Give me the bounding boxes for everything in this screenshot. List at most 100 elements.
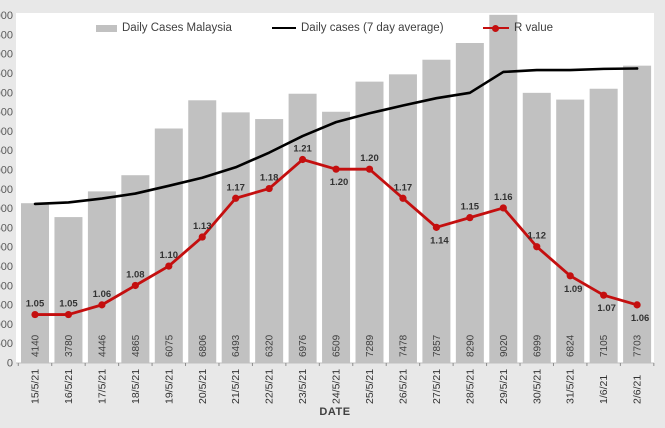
r-value-label: 1.15 (461, 202, 480, 213)
bar-value-label: 7289 (365, 334, 376, 357)
bar-value-label: 6320 (265, 334, 276, 357)
bar-value-label: 6824 (566, 334, 577, 357)
bar-daily-cases (188, 100, 217, 364)
r-value-marker (332, 165, 340, 173)
x-axis-date-label: 25/5/21 (364, 369, 376, 404)
y-axis-tick-label: 5500 (0, 145, 13, 157)
bar-value-label: 6999 (532, 334, 543, 357)
y-axis-tick-label: 7000 (0, 87, 13, 99)
bar-daily-cases (522, 92, 551, 364)
x-axis-date-label: 26/5/21 (397, 369, 409, 404)
r-value-label: 1.21 (293, 144, 312, 155)
y-axis-tick-label: 2000 (0, 280, 13, 292)
y-axis-tick-label: 8500 (0, 29, 13, 41)
r-value-marker (265, 184, 273, 193)
r-value-marker (499, 204, 507, 212)
y-axis-tick-label: 3000 (0, 242, 13, 254)
y-axis-tick-label: 7500 (0, 68, 13, 80)
bar-daily-cases (422, 59, 451, 364)
bar-value-label: 6075 (164, 334, 175, 357)
r-value-label: 1.09 (564, 284, 583, 295)
r-value-label: 1.10 (160, 250, 179, 261)
r-value-label: 1.20 (360, 153, 379, 164)
r-value-marker (365, 165, 374, 173)
x-axis-date-label: 22/5/21 (264, 369, 276, 404)
x-axis-date-label: 18/5/21 (130, 369, 142, 404)
bar-daily-cases (489, 14, 518, 363)
bar-value-label: 7703 (633, 334, 644, 357)
r-value-label: 1.14 (430, 235, 449, 246)
r-value-marker (432, 223, 440, 231)
y-axis-tick-label: 4000 (0, 203, 13, 215)
r-value-marker (232, 194, 240, 202)
r-value-marker (600, 291, 608, 299)
r-value-label: 1.12 (528, 231, 547, 242)
x-axis-date-label: 21/5/21 (230, 369, 242, 404)
bar-daily-cases (589, 88, 618, 363)
y-axis-tick-label: 4500 (0, 184, 13, 196)
y-axis-tick-label: 0 (7, 358, 13, 370)
x-axis-date-label: 20/5/21 (197, 369, 209, 404)
bar-daily-cases (255, 119, 284, 363)
x-axis-date-label: 1/6/21 (598, 375, 610, 404)
bar-value-label: 4140 (31, 334, 42, 357)
bar-value-label: 6976 (298, 334, 309, 357)
bar-daily-cases (455, 43, 484, 363)
x-axis-date-label: 28/5/21 (464, 369, 476, 404)
x-axis-date-label: 29/5/21 (498, 369, 510, 404)
r-value-marker (131, 281, 139, 290)
r-value-marker (98, 301, 106, 309)
r-value-marker (198, 233, 206, 241)
x-axis-date-label: 19/5/21 (163, 369, 175, 404)
x-axis-date-label: 24/5/21 (331, 369, 343, 404)
bar-daily-cases (21, 203, 49, 363)
r-value-label: 1.17 (394, 182, 413, 193)
bar-daily-cases (221, 112, 250, 363)
r-value-marker (466, 214, 474, 222)
r-value-label: 1.06 (631, 313, 650, 324)
y-axis-tick-label: 2500 (0, 261, 13, 273)
r-value-marker (64, 310, 73, 319)
r-value-label: 1.08 (126, 269, 145, 280)
bar-daily-cases (623, 65, 652, 364)
bar-value-label: 6806 (198, 334, 209, 357)
r-value-label: 1.06 (93, 289, 112, 300)
bar-value-label: 4865 (131, 334, 142, 357)
bar-daily-cases (87, 191, 116, 363)
y-axis-tick-label: 9000 (0, 10, 13, 22)
bar-value-label: 9020 (499, 334, 510, 357)
bar-value-label: 3780 (64, 334, 75, 357)
x-axis-date-label: 27/5/21 (431, 369, 443, 404)
r-value-label: 1.17 (226, 182, 245, 193)
bar-value-label: 7478 (398, 334, 409, 357)
r-value-label: 1.20 (330, 177, 349, 188)
y-axis-tick-label: 5000 (0, 165, 13, 177)
bar-daily-cases (355, 81, 384, 364)
y-axis-tick-label: 500 (0, 338, 13, 350)
r-value-label: 1.13 (193, 221, 212, 232)
bar-value-label: 7857 (432, 334, 443, 357)
bar-daily-cases (322, 111, 351, 364)
r-value-label: 1.16 (494, 192, 513, 203)
y-axis-tick-label: 1500 (0, 300, 13, 312)
r-value-label: 1.05 (59, 299, 78, 310)
bar-value-label: 4446 (97, 334, 108, 357)
bar-daily-cases (154, 128, 183, 363)
r-value-label: 1.05 (26, 299, 45, 310)
bar-daily-cases (288, 93, 317, 363)
seven-day-average-line (33, 67, 639, 206)
bar-value-label: 8290 (465, 334, 476, 357)
bar-daily-cases (388, 74, 417, 364)
r-value-marker (299, 155, 307, 164)
x-axis-date-label: 17/5/21 (96, 369, 108, 404)
x-axis-date-label: 16/5/21 (63, 369, 75, 404)
y-axis-tick-label: 8000 (0, 49, 13, 61)
bar-value-label: 6509 (332, 334, 343, 357)
r-value-marker (399, 194, 407, 202)
r-value-label: 1.07 (597, 303, 616, 314)
y-axis-tick-label: 3500 (0, 222, 13, 234)
y-axis-tick-label: 6000 (0, 126, 13, 138)
bar-daily-cases (556, 99, 585, 363)
